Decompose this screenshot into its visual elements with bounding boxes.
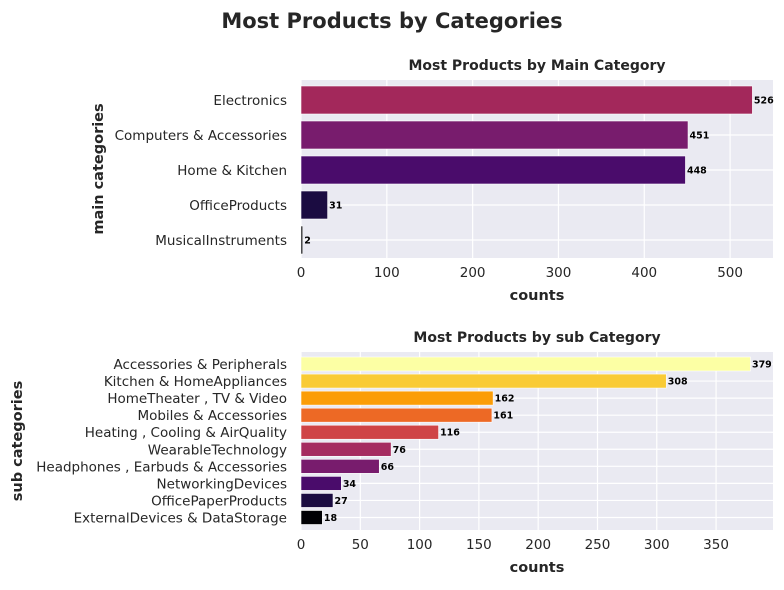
category-label: NetworkingDevices [157,476,287,492]
sub-y-axis-label: sub categories [10,381,26,501]
main-x-axis-label: counts [510,288,565,304]
category-label: Kitchen & HomeAppliances [104,374,287,390]
x-tick-label: 300 [644,537,670,553]
x-tick-label: 500 [717,265,743,281]
x-tick-label: 300 [546,265,572,281]
x-tick-label: 200 [460,265,486,281]
category-label: OfficePaperProducts [151,493,287,509]
category-label: MusicalInstruments [155,233,287,249]
bar-value-label: 34 [343,479,357,490]
bar [300,390,494,406]
sub-chart-title: Most Products by sub Category [413,330,660,346]
x-tick-label: 0 [297,265,306,281]
x-tick-label: 150 [466,537,492,553]
bar [300,356,751,372]
sub-category-chart: 379 308 162 161 116 76 66 34 27 18 0 50 100 150 200 25… [10,330,773,576]
main-chart-title: Most Products by Main Category [408,58,665,74]
x-tick-label: 50 [352,537,369,553]
bar-value-label: 308 [668,377,688,388]
sub-bars: 379 308 162 161 116 76 66 34 27 18 [300,356,772,525]
category-label: Accessories & Peripherals [113,357,287,373]
bar [300,459,380,474]
bar-value-label: 162 [495,394,515,405]
bar-value-label: 2 [304,236,311,247]
bar [300,476,342,491]
bar [300,85,753,115]
bar [300,120,689,150]
bar [300,441,392,457]
category-label: Mobiles & Accessories [137,408,287,424]
bar-value-label: 31 [329,201,342,212]
bar-value-label: 451 [690,131,710,142]
category-label: Electronics [213,93,287,109]
category-label: HomeTheater , TV & Video [107,391,287,407]
bar-value-label: 116 [440,428,460,439]
category-label: Headphones , Earbuds & Accessories [36,459,287,475]
bar-value-label: 161 [493,411,513,422]
x-tick-label: 250 [585,537,611,553]
x-tick-label: 100 [374,265,400,281]
main-category-labels: Electronics Computers & Accessories Home &… [115,93,287,249]
sub-x-ticks: 0 50 100 150 200 250 300 350 [297,537,729,553]
x-tick-label: 200 [525,537,551,553]
category-label: WearableTechnology [148,442,287,458]
bar-value-label: 18 [324,513,338,524]
category-label: ExternalDevices & DataStorage [74,511,287,527]
main-x-ticks: 0 100 200 300 400 500 [297,265,743,281]
category-label: OfficeProducts [189,198,287,214]
main-y-axis-label: main categories [91,103,107,234]
sub-x-axis-label: counts [510,560,565,576]
bar-value-label: 66 [381,462,395,473]
x-tick-label: 400 [631,265,657,281]
bar-value-label: 448 [687,166,707,177]
category-label: Home & Kitchen [177,163,287,179]
bar [300,225,304,255]
bar-value-label: 526 [754,96,774,107]
bar-value-label: 379 [752,360,772,371]
bar [300,407,493,423]
x-tick-label: 0 [297,537,306,553]
bar [300,190,328,220]
bar-value-label: 27 [335,496,348,507]
figure-title: Most Products by Categories [221,9,562,33]
x-tick-label: 350 [703,537,729,553]
bar [300,424,439,440]
bar-value-label: 76 [393,445,407,456]
bar [300,510,323,525]
bar [300,155,686,185]
bar [300,373,667,389]
main-category-chart: 526 451 448 31 2 0 100 200 300 400 500 Electronic… [91,58,774,304]
x-tick-label: 100 [407,537,433,553]
main-bars: 526 451 448 31 2 [300,85,774,255]
bar [300,493,334,508]
category-label: Heating , Cooling & AirQuality [85,425,287,441]
category-label: Computers & Accessories [115,128,287,144]
